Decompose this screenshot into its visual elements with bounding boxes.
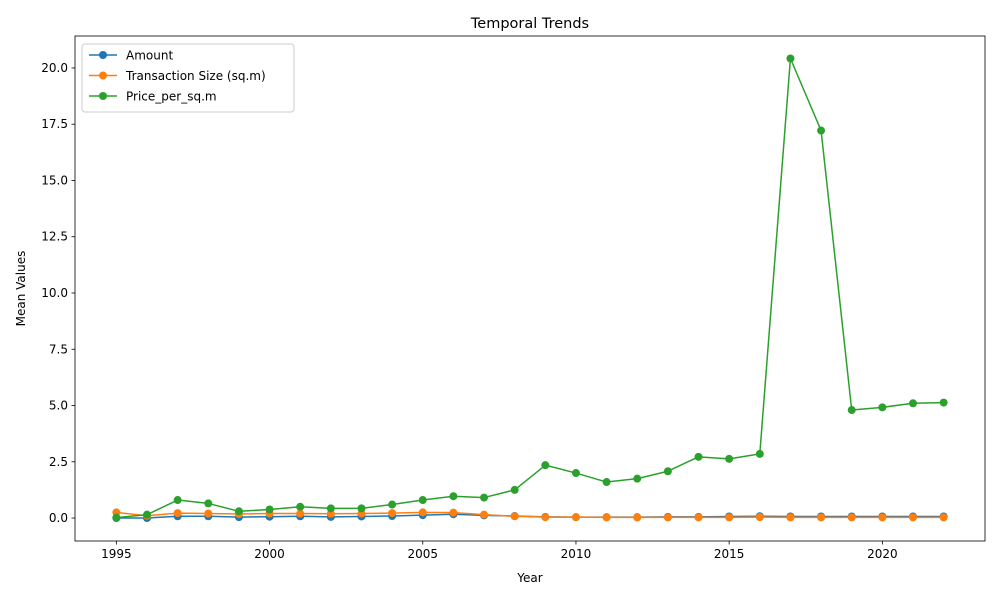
data-point	[510, 485, 519, 494]
data-point	[449, 492, 458, 501]
data-point	[541, 461, 550, 470]
data-point	[847, 513, 856, 522]
data-point	[725, 513, 734, 522]
x-tick-label: 1995	[101, 547, 132, 561]
data-point	[878, 403, 887, 412]
data-point	[847, 406, 856, 415]
data-point	[265, 505, 274, 514]
data-point	[725, 454, 734, 463]
data-point	[694, 513, 703, 522]
series-layer	[112, 54, 948, 523]
x-tick-label: 2005	[407, 547, 438, 561]
data-point	[633, 513, 642, 522]
data-point	[112, 513, 121, 522]
y-tick-label: 0.0	[49, 511, 68, 525]
data-point	[663, 467, 672, 476]
data-point	[204, 499, 213, 508]
legend-marker	[99, 51, 107, 59]
plot-area	[75, 36, 985, 541]
data-point	[326, 504, 335, 513]
data-point	[480, 510, 489, 519]
data-point	[817, 513, 826, 522]
legend: Amount Transaction Size (sq.m) Price_per_s…	[81, 43, 295, 113]
legend-marker	[99, 92, 107, 100]
data-point	[173, 496, 182, 505]
data-point	[296, 502, 305, 511]
data-point	[541, 513, 550, 522]
y-tick-label: 7.5	[49, 342, 68, 356]
data-point	[908, 399, 917, 408]
y-tick-label: 12.5	[41, 230, 68, 244]
legend-label: Transaction Size (sq.m)	[125, 69, 266, 83]
data-point	[449, 508, 458, 517]
axes-layer: 1995 2000 2005 2010 2015 2020 0.0 2.5 5.0 7.5 10.0…	[41, 61, 897, 561]
data-point	[173, 509, 182, 518]
y-tick-label: 2.5	[49, 455, 68, 469]
data-point	[939, 398, 948, 407]
data-point	[510, 512, 519, 521]
data-point	[786, 513, 795, 522]
data-point	[694, 452, 703, 461]
legend-marker	[99, 71, 107, 80]
y-tick-label: 17.5	[41, 117, 68, 131]
data-point	[602, 513, 611, 522]
x-axis-title: Year	[516, 571, 542, 585]
data-point	[204, 509, 213, 518]
y-tick-label: 20.0	[41, 61, 68, 75]
data-point	[418, 496, 427, 505]
data-point	[296, 509, 305, 518]
series-1	[112, 508, 948, 522]
series-line	[116, 511, 944, 519]
data-point	[663, 513, 672, 522]
data-point	[357, 504, 366, 513]
data-point	[234, 507, 243, 516]
data-point	[633, 474, 642, 483]
data-point	[755, 449, 764, 458]
data-point	[571, 469, 580, 478]
y-tick-label: 10.0	[41, 286, 68, 300]
data-point	[939, 513, 948, 522]
data-point	[817, 126, 826, 135]
data-point	[571, 513, 580, 522]
data-point	[388, 509, 397, 518]
data-point	[786, 54, 795, 63]
data-point	[602, 478, 611, 487]
series-2	[112, 54, 948, 522]
data-point	[388, 500, 397, 509]
x-tick-label: 2020	[867, 547, 898, 561]
data-point	[755, 513, 764, 522]
legend-box	[81, 43, 295, 113]
data-point	[878, 513, 887, 522]
legend-label: Amount	[126, 49, 173, 63]
data-point	[418, 508, 427, 517]
data-point	[143, 510, 152, 519]
x-tick-label: 2010	[561, 547, 592, 561]
y-tick-label: 5.0	[49, 399, 68, 413]
series-line	[116, 57, 944, 519]
chart-title: Temporal Trends	[470, 16, 589, 32]
y-tick-label: 15.0	[41, 173, 68, 187]
x-tick-label: 2000	[254, 547, 285, 561]
legend-label: Price_per_sq.m	[126, 90, 217, 104]
data-point	[908, 513, 917, 522]
y-axis-title: Mean Values	[14, 251, 28, 327]
plot-frame	[74, 35, 986, 542]
x-tick-label: 2015	[714, 547, 745, 561]
data-point	[480, 493, 489, 502]
